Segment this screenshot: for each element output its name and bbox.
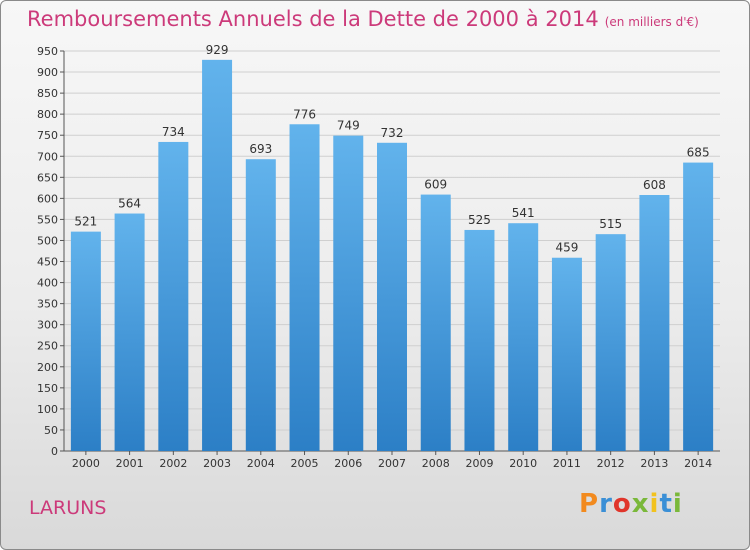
x-tick-label: 2002	[159, 457, 187, 470]
data-label: 732	[381, 126, 404, 140]
y-tick-label: 350	[37, 298, 58, 311]
y-tick-label: 850	[37, 87, 58, 100]
data-label: 515	[599, 217, 622, 231]
y-tick-label: 700	[37, 150, 58, 163]
data-label: 929	[206, 43, 229, 57]
y-tick-label: 300	[37, 319, 58, 332]
logo-letter: i	[672, 489, 683, 519]
x-tick-label: 2006	[334, 457, 362, 470]
y-tick-label: 800	[37, 108, 58, 121]
y-tick-label: 900	[37, 66, 58, 79]
data-label: 693	[249, 142, 272, 156]
bar	[639, 195, 670, 451]
data-label: 608	[643, 178, 666, 192]
y-tick-label: 150	[37, 382, 58, 395]
x-tick-label: 2011	[553, 457, 581, 470]
logo-letter: o	[612, 489, 632, 519]
bar	[333, 135, 364, 451]
x-tick-label: 2009	[465, 457, 493, 470]
x-tick-label: 2014	[684, 457, 712, 470]
data-label: 521	[74, 215, 97, 229]
logo-letter: t	[659, 489, 673, 519]
y-tick-label: 0	[51, 445, 58, 458]
data-label: 525	[468, 213, 491, 227]
x-tick-label: 2005	[291, 457, 319, 470]
logo-letter: x	[631, 489, 650, 519]
y-tick-label: 600	[37, 192, 58, 205]
x-tick-label: 2001	[116, 457, 144, 470]
data-label: 609	[424, 178, 447, 192]
bar	[202, 59, 233, 452]
chart-unit: (en milliers d'€)	[604, 15, 699, 29]
logo-letter: r	[599, 489, 613, 519]
data-label: 459	[555, 241, 578, 255]
data-label: 734	[162, 125, 185, 139]
bar	[420, 194, 451, 451]
bar	[508, 223, 539, 451]
x-tick-label: 2004	[247, 457, 275, 470]
data-label: 541	[512, 206, 535, 220]
data-label: 749	[337, 119, 360, 133]
data-label: 564	[118, 197, 141, 211]
x-tick-label: 2013	[640, 457, 668, 470]
y-tick-label: 750	[37, 129, 58, 142]
logo-letter: P	[579, 489, 600, 519]
bar	[114, 213, 145, 451]
proxiti-logo: Proxiti	[579, 489, 683, 519]
commune-name: LARUNS	[29, 497, 107, 519]
y-tick-label: 950	[37, 45, 58, 58]
data-label: 776	[293, 107, 316, 121]
bar	[377, 142, 407, 451]
x-tick-label: 2003	[203, 457, 231, 470]
logo-letter: i	[649, 489, 660, 519]
bar	[551, 257, 582, 451]
bar	[683, 162, 714, 451]
bar	[70, 231, 101, 451]
x-tick-label: 2007	[378, 457, 406, 470]
x-tick-label: 2000	[72, 457, 100, 470]
bar	[595, 234, 626, 451]
x-tick-label: 2012	[597, 457, 625, 470]
bar	[245, 159, 276, 452]
chart-title-text: Remboursements Annuels de la Dette de 20…	[27, 7, 599, 31]
bar	[158, 141, 189, 451]
x-tick-label: 2010	[509, 457, 537, 470]
y-tick-label: 550	[37, 213, 58, 226]
y-tick-label: 400	[37, 277, 58, 290]
y-tick-label: 450	[37, 256, 58, 269]
y-tick-label: 250	[37, 340, 58, 353]
y-tick-label: 200	[37, 361, 58, 374]
y-tick-label: 100	[37, 403, 58, 416]
data-label: 685	[687, 146, 710, 160]
bar	[464, 229, 495, 451]
chart-title: Remboursements Annuels de la Dette de 20…	[27, 7, 699, 31]
y-tick-label: 50	[44, 424, 58, 437]
y-tick-label: 500	[37, 234, 58, 247]
x-tick-label: 2008	[422, 457, 450, 470]
bar	[289, 124, 320, 452]
y-tick-label: 650	[37, 171, 58, 184]
